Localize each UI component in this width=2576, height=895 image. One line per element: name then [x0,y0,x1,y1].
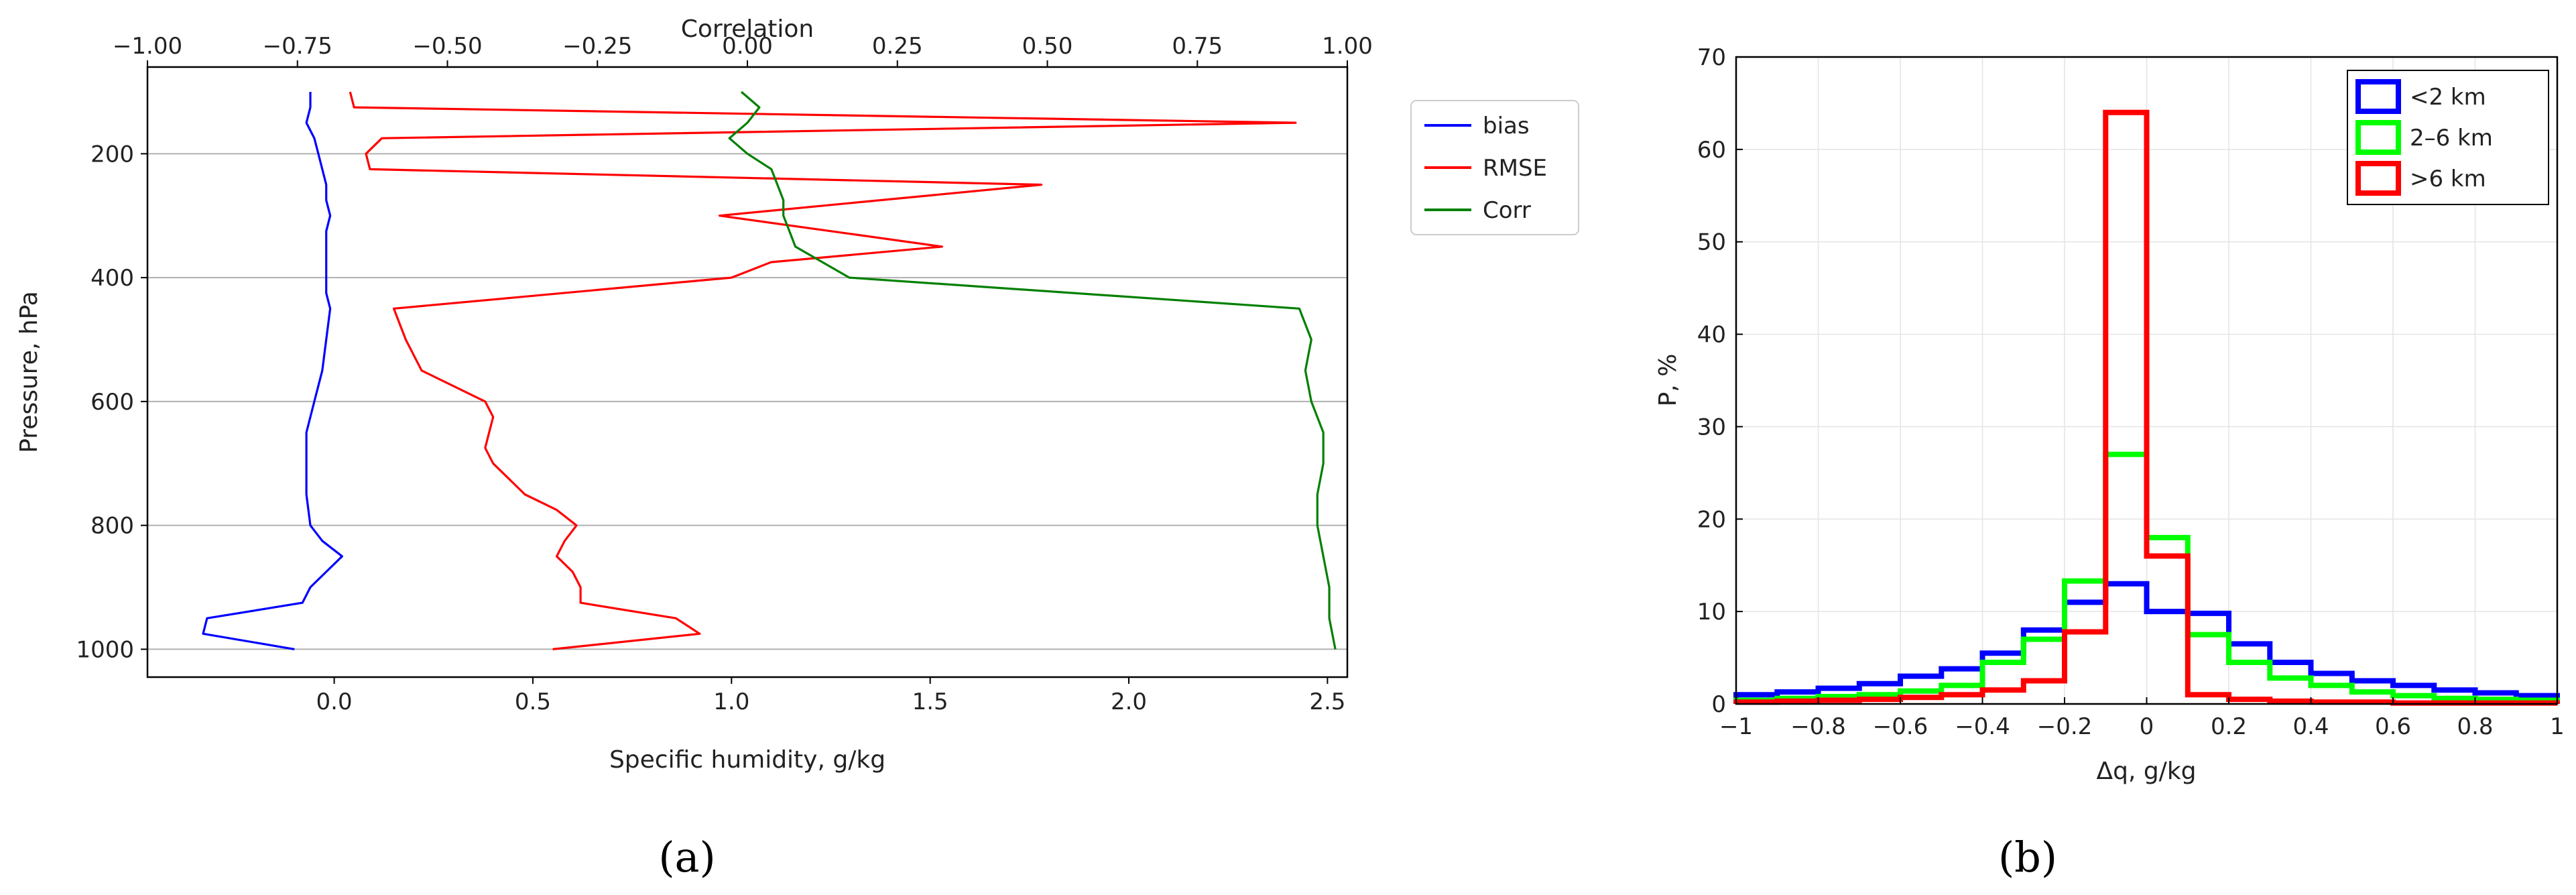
chart-a-ytick-label: 200 [90,141,134,168]
chart-a-legend: bias RMSE Corr [1410,100,1579,235]
panel-a: 0.0 0.5 1.0 1.5 2.0 2.5 −1.00 −0.75 −0.50 −0.25 0… [15,15,1579,882]
chart-a-top-xtick-label: −0.25 [562,33,632,60]
chart-b-xtick-label: −0.4 [1955,713,2010,740]
chart-b-xtick-label: 0.4 [2292,713,2329,740]
chart-b-xtick-label: 0 [2140,713,2154,740]
legend-label-2to6km: 2–6 km [2410,125,2493,152]
chart-b-y-axis: 0 10 20 30 40 50 60 70 [1697,44,1743,718]
chart-b-xtick-label: 0.2 [2211,713,2247,740]
legend-label-corr: Corr [1483,197,1531,224]
series-line-rmse [349,91,1297,650]
chart-a-top-xtick-label: 0.50 [1022,33,1073,60]
histogram-series-lt2km [1733,581,2560,704]
chart-a-top-xtick-label: −0.75 [263,33,332,60]
chart-a-top-xtick-label: 0.00 [722,33,773,60]
legend-label-lt2km: <2 km [2410,84,2486,111]
chart-a-legend-box [1410,100,1579,235]
legend-swatch-lt2km [2355,79,2401,114]
chart-a-ytick-label: 1000 [76,636,134,663]
legend-swatch-2to6km [2355,120,2401,155]
chart-b-xtick-label: −0.6 [1873,713,1928,740]
chart-a-top-xtick-label: 1.00 [1322,33,1373,60]
chart-b-ytick-label: 10 [1697,599,1726,625]
chart-b-ytick-label: 20 [1697,506,1726,533]
chart-a-top-xlabel: Correlation [681,15,814,43]
chart-a-xtick-label: 1.5 [912,689,948,715]
chart-a-plot-frame [146,66,1349,678]
chart-b-xtick-label: −1 [1719,713,1753,740]
chart-a-ytick-label: 400 [90,265,134,292]
chart-b-legend: <2 km 2–6 km >6 km [2347,70,2549,205]
chart-b-ylabel: P, % [1654,354,1682,407]
chart-a-xtick-label: 0.0 [316,689,353,715]
chart-b-ytick-label: 60 [1697,137,1726,164]
legend-label-gt6km: >6 km [2410,166,2486,192]
chart-a-top-xtick-label: −1.00 [113,33,182,60]
chart-b-ytick-label: 0 [1711,691,1726,718]
chart-a-left-axis: 200 400 600 800 1000 [76,141,147,663]
legend-swatch-gt6km [2355,161,2401,196]
chart-b-xtick-label: 0.6 [2375,713,2411,740]
panel-label-a: (a) [658,833,715,882]
chart-a-top-xtick-label: −0.50 [412,33,482,60]
chart-a-xtick-label: 0.5 [515,689,551,715]
chart-b-legend-box [2347,70,2549,205]
histogram-series-gt6km [1733,109,2560,706]
chart-b-xtick-label: 1 [2550,713,2565,740]
legend-label-rmse: RMSE [1483,155,1547,182]
chart-b-xtick-label: −0.8 [1790,713,1846,740]
chart-a-top-axis: −1.00 −0.75 −0.50 −0.25 0.00 0.25 0.50 0.75 1.00 [113,33,1373,67]
chart-b-xlabel: Δq, g/kg [2096,758,2196,785]
chart-a-bottom-axis: 0.0 0.5 1.0 1.5 2.0 2.5 [316,677,1345,715]
series-line-bias [202,92,343,650]
series-line-corr [728,91,1337,650]
panel-b: −1 −0.8 −0.6 −0.4 −0.2 0 0.2 0.4 0.6 0.8 1 0 10 20 30… [1654,44,2565,882]
chart-b-x-axis: −1 −0.8 −0.6 −0.4 −0.2 0 0.2 0.4 0.6 0.8 1 [1719,697,2565,740]
chart-a-top-xtick-label: 0.75 [1172,33,1223,60]
chart-b-ytick-label: 70 [1697,44,1726,71]
chart-a-ytick-label: 600 [90,389,134,416]
chart-b-ytick-label: 50 [1697,229,1726,256]
chart-b-ytick-label: 30 [1697,414,1726,440]
chart-b-ytick-label: 40 [1697,322,1726,349]
chart-a-xtick-label: 2.5 [1309,689,1345,715]
chart-a-ylabel: Pressure, hPa [15,291,43,453]
chart-a-gridlines [147,153,1347,650]
chart-a-series [202,91,1337,650]
legend-label-bias: bias [1483,113,1530,139]
chart-b-xtick-label: 0.8 [2457,713,2493,740]
chart-a-xlabel: Specific humidity, g/kg [609,746,885,774]
panel-label-b: (b) [1998,833,2057,882]
chart-a-top-xtick-label: 0.25 [872,33,923,60]
chart-a-ytick-label: 800 [90,513,134,540]
chart-a-xtick-label: 1.0 [713,689,749,715]
chart-a-xtick-label: 2.0 [1111,689,1147,715]
chart-b-xtick-label: −0.2 [2037,713,2093,740]
chart-b-series [1733,109,2560,706]
